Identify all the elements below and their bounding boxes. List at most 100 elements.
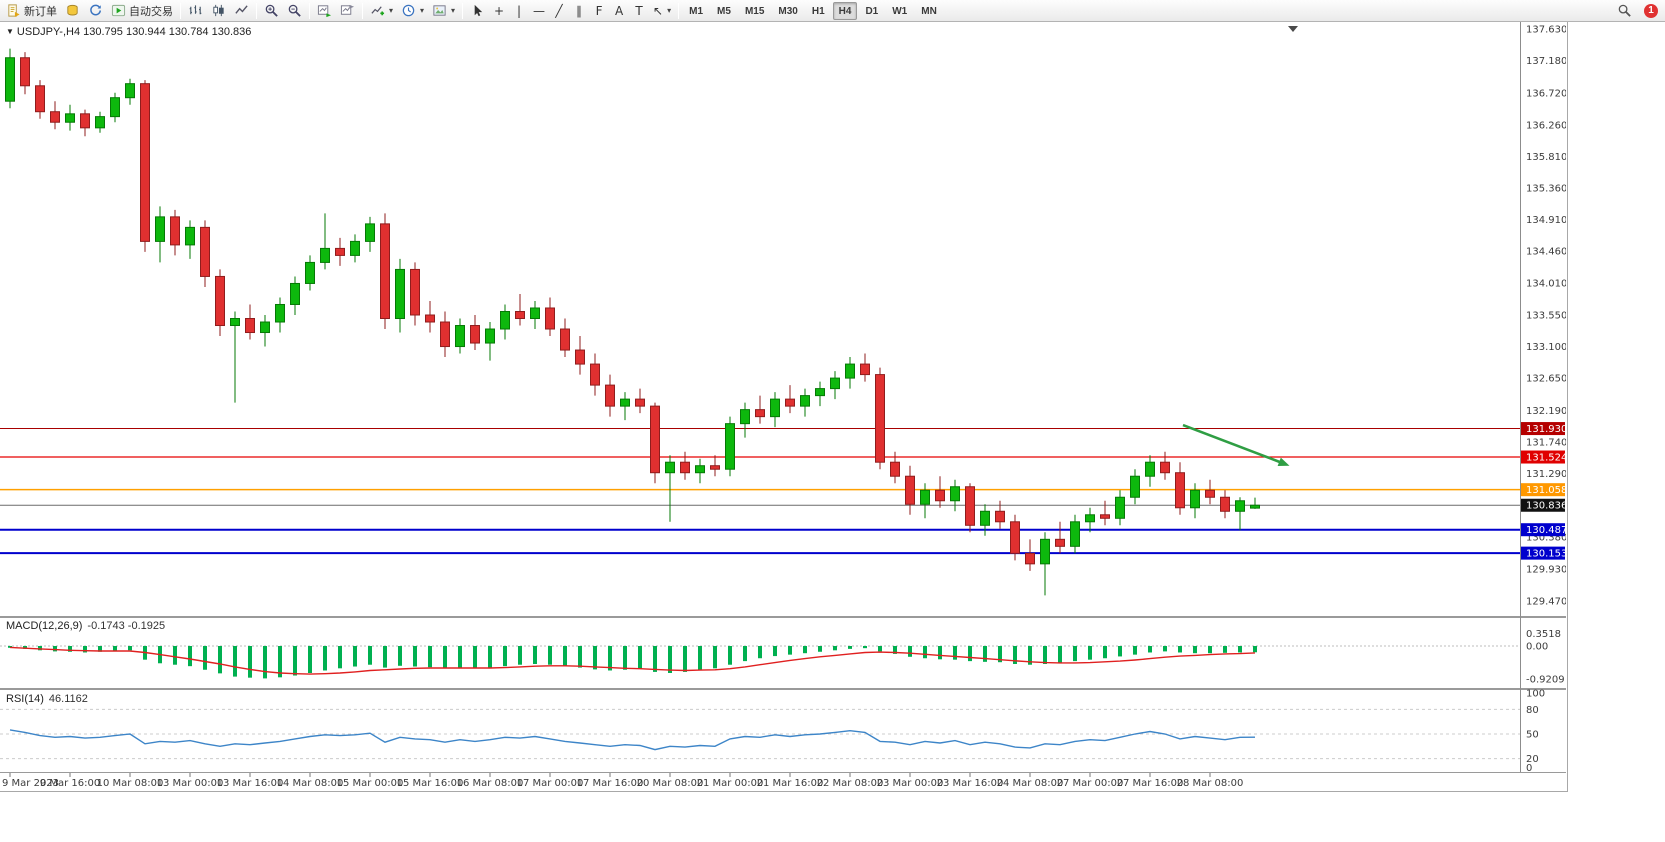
timeframe-button-w1[interactable]: W1: [886, 2, 913, 20]
candle-body: [1220, 496, 1230, 512]
trendline-tool-button[interactable]: ╱: [549, 1, 569, 21]
timeframe-button-h1[interactable]: H1: [806, 2, 831, 20]
chart-shift-icon: [340, 4, 355, 15]
line-chart-button[interactable]: [230, 1, 253, 21]
candle-body: [215, 275, 225, 327]
candle-body: [65, 113, 75, 123]
caret-down-icon: ▾: [667, 5, 672, 15]
price-axis-label: 131.290: [1526, 469, 1566, 480]
price-axis-label: 137.630: [1526, 25, 1566, 36]
new-order-label: 新订单: [24, 5, 57, 18]
candle-body: [545, 307, 555, 330]
trend-arrow-head: [1277, 457, 1290, 466]
bar-chart-button[interactable]: [184, 1, 207, 21]
timeframe-button-mn[interactable]: MN: [915, 2, 943, 20]
candle-body: [905, 475, 915, 505]
candle-body: [1010, 521, 1020, 554]
price-axis-label: 136.720: [1526, 88, 1566, 99]
candle-body: [920, 489, 930, 505]
new-order-icon: [8, 4, 20, 17]
rsi-axis: 100 80 50 200: [1526, 689, 1545, 775]
time-axis-label: 21 Mar 16:00: [757, 778, 824, 789]
candle-body: [1040, 538, 1050, 565]
arrow-tool-icon: ↖: [653, 3, 664, 18]
templates-button[interactable]: ▾: [428, 1, 459, 21]
zoom-out-button[interactable]: [283, 1, 306, 21]
macd-histogram: [8, 646, 1257, 679]
candle-body: [380, 223, 390, 320]
candle-body: [890, 461, 900, 477]
candle-body: [695, 465, 705, 474]
indicators-icon: [371, 6, 385, 16]
candle-body: [950, 486, 960, 502]
cursor-tool-button[interactable]: [466, 1, 489, 21]
time-axis-label: 23 Mar 00:00: [877, 778, 944, 789]
candlestick-chart-button[interactable]: [207, 1, 230, 21]
chart-shift-marker[interactable]: [1288, 26, 1298, 32]
auto-scroll-button[interactable]: [313, 1, 336, 21]
chart-shift-button[interactable]: [336, 1, 359, 21]
candle-body: [440, 321, 450, 348]
arrows-tool-button[interactable]: ↖ ▾: [649, 1, 675, 21]
candle-body: [860, 363, 870, 376]
crosshair-tool-button[interactable]: +: [489, 1, 509, 21]
timeframe-button-m5[interactable]: M5: [711, 2, 737, 20]
new-order-button[interactable]: 新订单: [2, 1, 61, 21]
candle-body: [620, 398, 630, 407]
zoom-in-button[interactable]: [260, 1, 283, 21]
candle-body: [965, 486, 975, 526]
notification-badge[interactable]: 1: [1644, 3, 1658, 18]
channel-tool-button[interactable]: ∥: [569, 1, 589, 21]
price-badge-text: 131.058: [1526, 485, 1566, 496]
fibonacci-tool-button[interactable]: F: [589, 1, 609, 21]
timeframe-button-m1[interactable]: M1: [683, 2, 709, 20]
text-tool-button[interactable]: A: [609, 1, 629, 21]
time-axis-label: 13 Mar 00:00: [157, 778, 224, 789]
price-badge: [1521, 483, 1565, 497]
horizontal-line-tool-button[interactable]: —: [529, 1, 549, 21]
candle-body: [935, 489, 945, 502]
timeframe-button-m30[interactable]: M30: [772, 2, 803, 20]
time-axis-label: 22 Mar 08:00: [817, 778, 884, 789]
rsi-axis-label: 0: [1526, 763, 1532, 774]
candlestick-icon: [213, 4, 224, 17]
price-axis[interactable]: 137.630 137.180 136.720 136.260 135.810 135.3…: [1521, 25, 1566, 608]
candle-body: [1085, 514, 1095, 523]
vertical-line-tool-button[interactable]: |: [509, 1, 529, 21]
timeframe-button-h4[interactable]: H4: [832, 2, 858, 21]
timeframe-button-d1[interactable]: D1: [859, 2, 884, 20]
toolbar-right-group: 1: [1613, 1, 1663, 21]
candle-body: [470, 325, 480, 344]
periods-button[interactable]: ▾: [397, 1, 428, 21]
candle-body: [725, 423, 735, 470]
candle-body: [155, 216, 165, 242]
trend-arrow[interactable]: [1182, 423, 1290, 466]
trend-arrow-shaft[interactable]: [1182, 423, 1283, 465]
indicators-button[interactable]: ▾: [366, 1, 397, 21]
price-badge-text: 130.487: [1526, 525, 1566, 536]
candle-body: [635, 398, 645, 407]
candle-body: [755, 409, 765, 418]
price-badge-text: 131.524: [1526, 453, 1566, 464]
auto-trading-button[interactable]: 自动交易: [107, 1, 177, 21]
market-watch-button[interactable]: [61, 1, 84, 21]
vertical-line-icon: |: [517, 3, 522, 18]
candle-body: [830, 377, 840, 390]
price-lines: [0, 428, 1520, 555]
candle-body: [1205, 489, 1215, 498]
price-axis-label: 130.380: [1526, 533, 1566, 544]
toolbar-separator: [309, 2, 310, 19]
timeframe-button-m15[interactable]: M15: [739, 2, 770, 20]
toolbar-separator: [362, 2, 363, 19]
refresh-button[interactable]: [84, 1, 107, 21]
ohlc-bars-icon: [189, 5, 202, 15]
search-button[interactable]: [1613, 1, 1636, 21]
play-icon: [111, 4, 126, 17]
label-tool-button[interactable]: T: [629, 1, 649, 21]
candle-body: [230, 318, 240, 327]
chart-canvas[interactable]: 137.630 137.180 136.720 136.260 135.810 135.3…: [0, 22, 1566, 790]
auto-scroll-icon: [317, 5, 332, 18]
candle-body: [1160, 461, 1170, 474]
candle-body: [20, 57, 30, 87]
